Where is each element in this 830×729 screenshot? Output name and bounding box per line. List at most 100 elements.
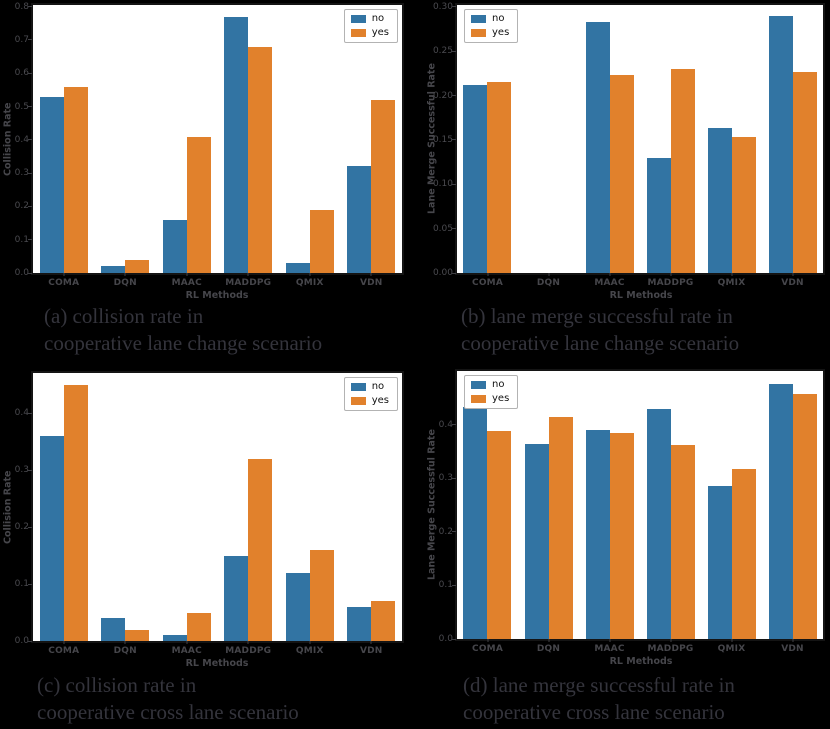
x-tick-mark bbox=[609, 639, 610, 642]
y-tick-label: 0.5 bbox=[14, 101, 29, 112]
x-tick-label-maac: MAAC bbox=[594, 644, 625, 654]
legend-item-yes: yes bbox=[471, 28, 509, 38]
legend-item-no: no bbox=[471, 14, 509, 24]
x-tick-mark bbox=[63, 273, 65, 276]
x-tick-label-coma: COMA bbox=[472, 278, 503, 288]
x-tick-mark bbox=[309, 641, 311, 644]
x-tick-label-qmix: QMIX bbox=[295, 646, 324, 656]
x-tick-label-maddpg: MADDPG bbox=[647, 278, 694, 288]
bar-dqn-yes bbox=[125, 629, 150, 641]
y-axis-label: Lane Merge Successful Rate bbox=[426, 429, 438, 581]
y-tick-mark bbox=[28, 72, 32, 74]
y-tick-label: 0.4 bbox=[14, 134, 29, 145]
x-tick-label-dqn: DQN bbox=[536, 644, 561, 654]
bar-maddpg-yes bbox=[248, 458, 273, 641]
bar-qmix-no bbox=[707, 128, 732, 273]
y-tick-label: 0.3 bbox=[14, 168, 29, 179]
legend-label-no: no bbox=[371, 13, 385, 24]
bar-qmix-yes bbox=[731, 137, 756, 273]
bar-maddpg-yes bbox=[248, 46, 273, 273]
bar-dqn-no bbox=[101, 266, 126, 273]
caption-b-line2: cooperative lane change scenario bbox=[461, 331, 740, 355]
legend-item-yes: yes bbox=[350, 396, 389, 406]
plot-area: 0.0 0.1 0.2 0.3 0.4 COMA DQN MAAC MADDPG QMIX VDN n… bbox=[15, 371, 404, 656]
y-tick-mark bbox=[28, 239, 32, 241]
legend-item-yes: yes bbox=[350, 28, 389, 38]
bar-qmix-no bbox=[707, 486, 732, 639]
legend-item-yes: yes bbox=[471, 394, 509, 404]
y-tick-mark bbox=[28, 469, 32, 471]
y-tick-label: 0.00 bbox=[432, 268, 453, 278]
x-tick-mark bbox=[731, 273, 732, 276]
bar-dqn-yes bbox=[125, 259, 150, 273]
y-tick-label: 0.1 bbox=[14, 579, 29, 590]
bar-vdn-yes bbox=[371, 99, 396, 273]
y-tick-mark bbox=[28, 106, 32, 108]
bar-maddpg-no bbox=[646, 157, 671, 273]
caption-b-line1: (b) lane merge successful rate in bbox=[461, 304, 733, 328]
y-tick-label: 0.0 bbox=[14, 268, 29, 278]
y-tick-label: 0.15 bbox=[432, 134, 453, 145]
bar-maddpg-yes bbox=[670, 444, 695, 639]
x-tick-mark bbox=[609, 273, 610, 276]
bar-coma-yes bbox=[487, 431, 512, 639]
x-tick-label-maddpg: MADDPG bbox=[225, 278, 272, 288]
caption-b: (b) lane merge successful rate in cooper… bbox=[461, 303, 739, 357]
bar-maac-no bbox=[585, 429, 610, 639]
bar-maac-yes bbox=[186, 136, 211, 273]
y-tick-label: 0.6 bbox=[14, 68, 29, 79]
bar-maac-no bbox=[162, 219, 187, 273]
bar-dqn-no bbox=[101, 618, 126, 641]
legend-swatch-no bbox=[350, 15, 366, 23]
plot-area: 0.00 0.05 0.10 0.15 0.20 0.25 0.30 COMA DQN MAAC M… bbox=[433, 2, 825, 288]
x-tick-label-qmix: QMIX bbox=[295, 278, 324, 288]
bar-coma-yes bbox=[63, 384, 88, 641]
legend: no yes bbox=[464, 9, 519, 43]
y-tick-mark bbox=[452, 424, 456, 426]
x-tick-label-vdn: VDN bbox=[781, 644, 804, 654]
y-tick-mark bbox=[28, 6, 32, 8]
x-tick-mark bbox=[792, 639, 793, 642]
bar-maddpg-no bbox=[224, 16, 249, 273]
bar-coma-no bbox=[463, 84, 488, 273]
x-tick-label-vdn: VDN bbox=[359, 278, 383, 288]
x-axis-label: RL Methods bbox=[609, 656, 673, 667]
y-tick-label: 0.30 bbox=[432, 1, 453, 12]
x-tick-label-coma: COMA bbox=[472, 644, 503, 654]
x-axis-label: RL Methods bbox=[185, 290, 249, 301]
x-tick-mark bbox=[487, 273, 488, 276]
legend-swatch-yes bbox=[471, 29, 486, 37]
bar-maac-yes bbox=[186, 612, 211, 641]
bar-maddpg-yes bbox=[670, 68, 695, 273]
bar-qmix-yes bbox=[731, 469, 756, 639]
bar-vdn-yes bbox=[792, 394, 817, 639]
x-tick-mark bbox=[124, 273, 126, 276]
caption-c: (c) collision rate in cooperative cross … bbox=[37, 672, 299, 726]
y-tick-label: 0.7 bbox=[14, 34, 29, 45]
caption-a: (a) collision rate in cooperative lane c… bbox=[44, 303, 322, 357]
caption-a-line1: (a) collision rate in bbox=[44, 304, 204, 328]
x-tick-mark bbox=[548, 273, 549, 276]
y-tick-label: 0.0 bbox=[438, 634, 453, 644]
legend-item-no: no bbox=[350, 382, 389, 392]
caption-d-line1: (d) lane merge successful rate in bbox=[463, 673, 735, 697]
y-tick-mark bbox=[28, 640, 32, 642]
legend-swatch-no bbox=[350, 383, 366, 391]
y-tick-mark bbox=[28, 139, 32, 141]
x-tick-mark bbox=[309, 273, 311, 276]
caption-c-line1: (c) collision rate in bbox=[37, 673, 197, 697]
legend-label-no: no bbox=[492, 379, 505, 390]
y-tick-label: 0.25 bbox=[432, 46, 453, 57]
x-tick-label-vdn: VDN bbox=[359, 646, 383, 656]
y-tick-label: 0.10 bbox=[432, 179, 453, 190]
y-tick-mark bbox=[28, 526, 32, 528]
y-tick-mark bbox=[28, 172, 32, 174]
x-tick-label-qmix: QMIX bbox=[717, 644, 746, 654]
y-tick-label: 0.2 bbox=[438, 526, 453, 537]
bar-dqn-yes bbox=[548, 417, 573, 639]
y-tick-mark bbox=[452, 272, 456, 274]
bar-coma-yes bbox=[63, 86, 88, 273]
x-axis-label: RL Methods bbox=[609, 290, 673, 301]
bar-vdn-no bbox=[768, 15, 793, 273]
bar-dqn-no bbox=[524, 443, 549, 639]
